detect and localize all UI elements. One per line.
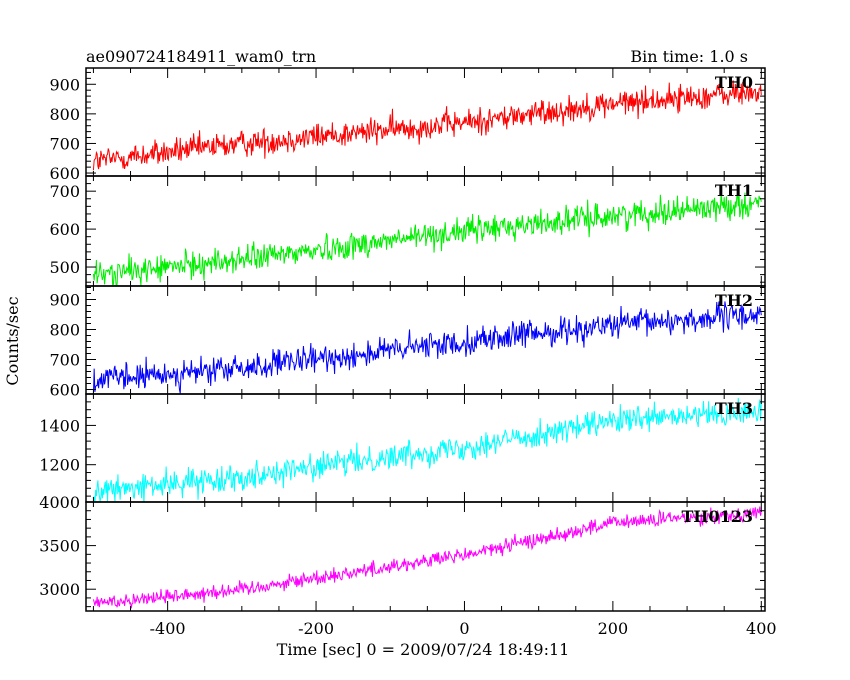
- bin-time-label: Bin time: 1.0 s: [630, 47, 748, 66]
- series-th0123: [92, 506, 762, 609]
- x-tick-label: -200: [298, 619, 334, 638]
- y-tick-label: 800: [49, 321, 80, 340]
- y-tick-label: 3000: [39, 580, 80, 599]
- panel-th0123: 3000 3500 4000 TH0123: [39, 493, 766, 612]
- x-tick-label: 200: [598, 619, 629, 638]
- y-axis-label: Counts/sec: [3, 296, 22, 385]
- panel-th1: 500 600 700 TH1: [49, 175, 766, 287]
- y-tick-label: 600: [49, 220, 80, 239]
- chart-title: ae090724184911_wam0_trn: [86, 47, 316, 66]
- y-tick-label: 600: [49, 164, 80, 183]
- x-tick-label: 400: [746, 619, 777, 638]
- y-tick-label: 3500: [39, 537, 80, 556]
- panel-th3: 1200 1400 TH3: [39, 393, 766, 503]
- y-tick-label: 800: [49, 105, 80, 124]
- panel-th2: 600 700 800 900 TH2: [49, 285, 766, 400]
- panel-frame: [85, 501, 766, 612]
- y-tick-label: 900: [49, 75, 80, 94]
- series-label-th2: TH2: [715, 291, 753, 310]
- y-tick-label: 700: [49, 182, 80, 201]
- series-th2: [92, 301, 762, 394]
- x-tick-label: -400: [150, 619, 186, 638]
- series-th3: [92, 397, 762, 502]
- series-th1: [92, 188, 762, 286]
- series-th0: [92, 80, 762, 171]
- y-tick-label: 700: [49, 134, 80, 153]
- panel-th0: 600 700 800 900 TH0: [49, 67, 766, 183]
- y-tick-label: 600: [49, 381, 80, 400]
- series-label-th0123: TH0123: [681, 507, 753, 526]
- y-tick-label: 1400: [39, 416, 80, 435]
- y-tick-label: 4000: [39, 493, 80, 512]
- series-label-th0: TH0: [715, 73, 753, 92]
- y-tick-label: 900: [49, 291, 80, 310]
- y-tick-label: 700: [49, 351, 80, 370]
- panel-frame: [85, 393, 766, 503]
- y-tick-label: 1200: [39, 456, 80, 475]
- x-axis-label: Time [sec] 0 = 2009/07/24 18:49:11: [277, 640, 570, 659]
- series-label-th1: TH1: [715, 181, 753, 200]
- series-label-th3: TH3: [715, 399, 753, 418]
- x-tick-label: 0: [459, 619, 469, 638]
- y-tick-label: 500: [49, 258, 80, 277]
